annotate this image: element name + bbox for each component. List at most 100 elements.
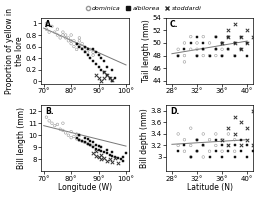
Point (110, 151, 114, 154)
Point (44, 28, 48, 31)
Point (69, 39, 73, 42)
Point (83, 48, 87, 51)
Point (94, 149, 98, 152)
Point (91, 54, 95, 57)
Point (72, 45, 76, 48)
Point (214, 138, 218, 141)
Point (94, 154, 98, 157)
Text: B.: B. (45, 107, 54, 116)
Point (239, 138, 243, 141)
Point (220, 48, 224, 51)
Point (66, 39, 70, 42)
Point (195, 138, 199, 141)
Point (201, 35, 205, 38)
Point (74, 137, 79, 140)
Point (239, 48, 243, 51)
Y-axis label: Bill depth (mm): Bill depth (mm) (140, 108, 149, 168)
Point (99, 153, 103, 156)
Point (99, 146, 103, 149)
Point (77, 45, 81, 48)
Point (226, 127, 230, 130)
Point (55, 33, 59, 37)
Point (226, 48, 230, 51)
Point (208, 138, 212, 141)
Text: A.: A. (45, 20, 54, 29)
Point (55, 28, 59, 31)
Point (233, 150, 237, 153)
Point (121, 159, 125, 162)
Point (233, 54, 237, 57)
Point (58, 36, 62, 39)
Point (83, 141, 87, 144)
Point (74, 133, 79, 136)
Point (97, 148, 101, 151)
Point (63, 33, 68, 37)
Point (99, 158, 103, 161)
Point (80, 42, 84, 45)
Point (195, 41, 199, 45)
Point (220, 54, 224, 57)
Point (220, 41, 224, 45)
Text: C.: C. (170, 20, 178, 29)
Point (86, 142, 90, 145)
Point (58, 128, 62, 131)
Point (189, 127, 193, 130)
Point (183, 60, 187, 63)
Point (116, 157, 120, 160)
Point (239, 35, 243, 38)
Point (189, 144, 193, 147)
Point (110, 68, 114, 71)
Point (233, 41, 237, 45)
Point (69, 42, 73, 45)
Point (53, 31, 57, 34)
Point (94, 147, 98, 150)
Point (99, 57, 103, 60)
Point (208, 41, 212, 45)
Point (83, 136, 87, 139)
Point (77, 134, 81, 137)
Point (97, 77, 101, 80)
Point (94, 62, 98, 65)
Point (195, 150, 199, 153)
Point (102, 71, 106, 74)
Point (74, 42, 79, 45)
Point (214, 48, 218, 51)
Point (195, 138, 199, 141)
Point (61, 129, 65, 132)
Point (233, 41, 237, 45)
Point (50, 25, 54, 28)
Point (214, 54, 218, 57)
Point (86, 142, 90, 145)
Point (91, 146, 95, 149)
Point (63, 131, 68, 134)
Point (94, 74, 98, 77)
Point (189, 155, 193, 159)
Point (80, 140, 84, 143)
Point (99, 149, 103, 152)
Point (124, 152, 128, 155)
Point (176, 54, 180, 57)
Y-axis label: Bill length (mm): Bill length (mm) (17, 107, 26, 169)
Point (88, 57, 92, 60)
Point (183, 138, 187, 141)
Point (110, 78, 114, 82)
Point (50, 122, 54, 125)
Point (220, 138, 224, 141)
Point (105, 159, 109, 162)
Point (47, 31, 51, 34)
Point (226, 35, 230, 38)
Point (61, 31, 65, 34)
Point (105, 152, 109, 155)
Legend: dominica, albilorea, stoddardi: dominica, albilorea, stoddardi (82, 3, 204, 14)
Point (208, 155, 212, 159)
Point (102, 157, 106, 160)
Point (220, 41, 224, 45)
Point (94, 143, 98, 147)
Y-axis label: Proportion of yellow in
the lore: Proportion of yellow in the lore (5, 8, 24, 94)
Point (226, 150, 230, 153)
Point (183, 54, 187, 57)
Point (102, 71, 106, 74)
Point (77, 134, 81, 137)
Point (69, 136, 73, 139)
Point (183, 41, 187, 45)
